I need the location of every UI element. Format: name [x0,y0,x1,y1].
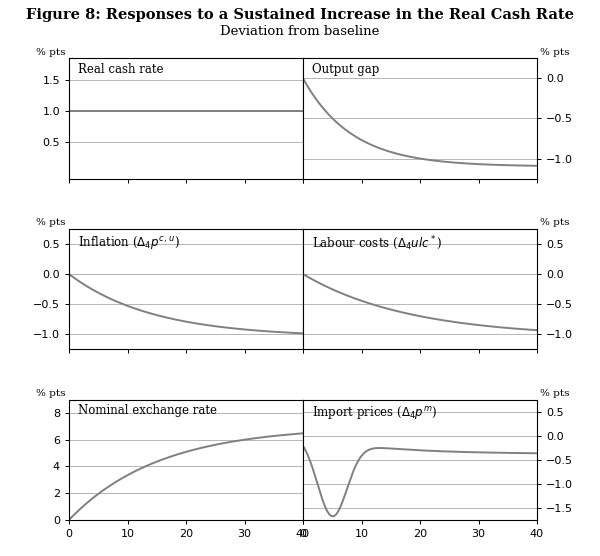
Text: % pts: % pts [37,48,66,57]
Text: % pts: % pts [540,219,569,227]
Text: Nominal exchange rate: Nominal exchange rate [79,405,217,418]
Text: % pts: % pts [540,48,569,57]
Text: Deviation from baseline: Deviation from baseline [220,25,380,38]
Text: % pts: % pts [37,219,66,227]
Text: Inflation ($\Delta_4 p^{c,\,u}$): Inflation ($\Delta_4 p^{c,\,u}$) [79,234,180,251]
Text: % pts: % pts [540,389,569,398]
Text: Figure 8: Responses to a Sustained Increase in the Real Cash Rate: Figure 8: Responses to a Sustained Incre… [26,8,574,22]
Text: % pts: % pts [37,389,66,398]
Text: Labour costs ($\Delta_4 ulc^*$): Labour costs ($\Delta_4 ulc^*$) [313,234,442,252]
Text: Import prices ($\Delta_4 p^m$): Import prices ($\Delta_4 p^m$) [313,405,437,421]
Text: Output gap: Output gap [313,63,380,76]
Text: Real cash rate: Real cash rate [79,63,164,76]
